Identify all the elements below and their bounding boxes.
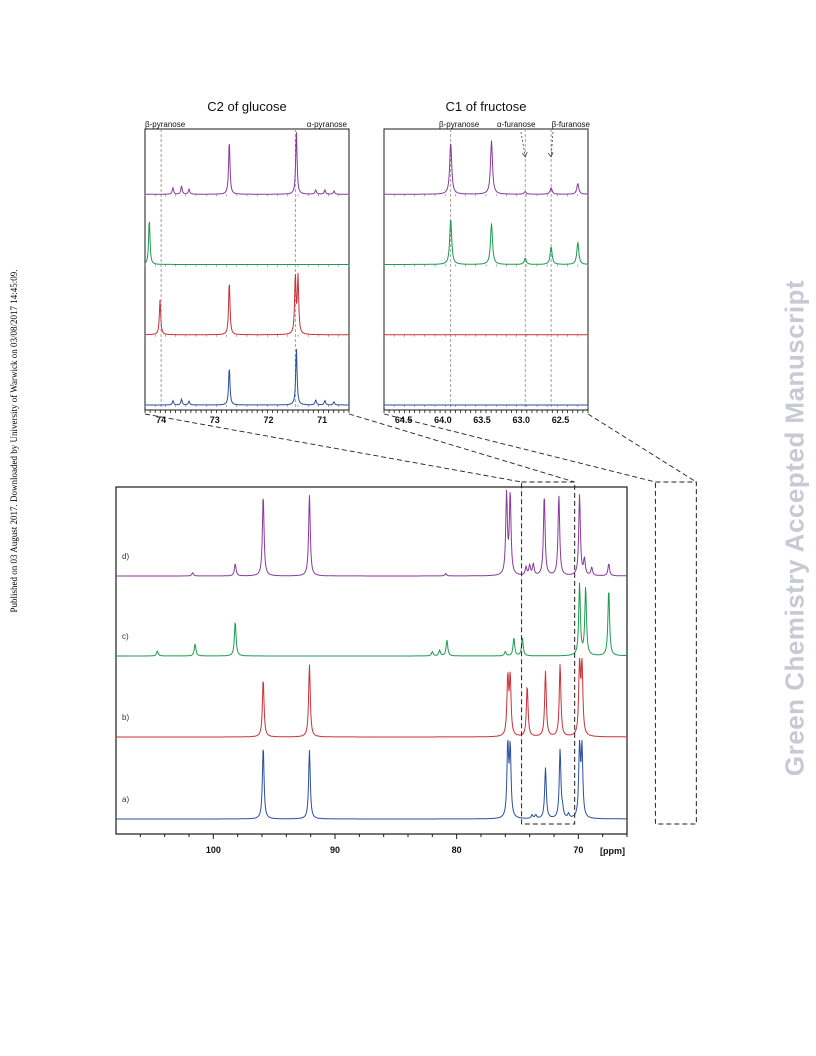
main-series-label-d: d): [122, 552, 129, 561]
glucose-frame: [144, 128, 350, 411]
main-series-c: [116, 582, 627, 657]
zoom-connector-line-1: [348, 413, 575, 483]
fructose-title: C1 of fructose: [446, 99, 527, 114]
glucose-c2-inset: C2 of glucose 74 73 72 71 β-pyranose α-pyranos…: [144, 99, 350, 425]
zoom-connector-line-0: [144, 413, 522, 483]
zoom-connectors: [144, 413, 697, 483]
fructose-axis-tick-label-1: 64.0: [434, 415, 452, 425]
fructose-arrow-line-1: [550, 131, 554, 158]
glucose-series-a: [145, 349, 349, 406]
glucose-series-b: [145, 272, 349, 336]
fructose-annotation-1: α-furanose: [497, 120, 536, 129]
main-series-d: [116, 489, 627, 577]
main-axis-tick-label-3: 70: [573, 845, 583, 855]
fructose-frame: [383, 128, 589, 411]
main-axis-tick-label-0: 100: [206, 845, 221, 855]
fructose-arrow-line-0: [520, 131, 526, 158]
main-series-label-c: c): [122, 632, 129, 641]
main-chart-frame: [115, 486, 628, 835]
main-spectrum-chart: 100 90 80 70 [ppm] a) b) c) d): [115, 481, 697, 856]
fructose-axis-tick-label-4: 62.5: [552, 415, 570, 425]
glucose-series-c: [144, 221, 349, 265]
fructose-axis-tick-label-3: 63.0: [513, 415, 531, 425]
glucose-title: C2 of glucose: [207, 99, 287, 114]
zoom-box-fructose: [654, 481, 697, 825]
zoom-box-glucose: [521, 481, 576, 825]
fructose-c1-inset: C1 of fructose 64.5 64.0 63.5 63.0 62.5 β-pyra…: [383, 99, 591, 425]
main-axis-tick-label-2: 80: [452, 845, 462, 855]
main-series-label-a: a): [122, 795, 129, 804]
glucose-axis-tick-label-0: 74: [156, 415, 166, 425]
fructose-axis-tick-label-2: 63.5: [473, 415, 491, 425]
fructose-series-d: [384, 140, 588, 195]
glucose-axis-tick-label-3: 71: [317, 415, 327, 425]
fructose-arrow-head-0: [521, 151, 528, 158]
main-axis-label: [ppm]: [600, 846, 625, 856]
glucose-axis-tick-label-1: 73: [210, 415, 220, 425]
fructose-annotation-2: β-furanose: [552, 120, 591, 129]
main-series-label-b: b): [122, 713, 129, 722]
zoom-connector-line-3: [587, 413, 697, 483]
fructose-annotation-0: β-pyranose: [439, 120, 480, 129]
main-series-b: [116, 657, 627, 738]
main-axis-tick-label-1: 90: [330, 845, 340, 855]
fructose-arrow-head-1: [547, 151, 554, 158]
glucose-series-d: [145, 132, 349, 195]
glucose-axis-tick-label-2: 72: [263, 415, 273, 425]
main-series-a: [116, 739, 627, 820]
glucose-annotation-0: β-pyranose: [145, 120, 186, 129]
glucose-annotation-1: α-pyranose: [307, 120, 348, 129]
fructose-axis-tick-label-0: 64.5: [395, 415, 413, 425]
zoom-connector-line-2: [383, 413, 656, 483]
fructose-series-c: [384, 219, 589, 265]
